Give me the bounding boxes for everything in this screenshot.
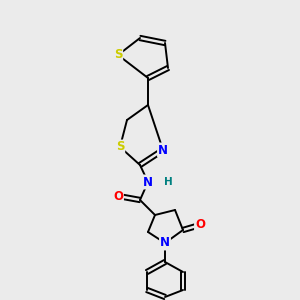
Text: S: S xyxy=(116,140,124,154)
Text: O: O xyxy=(113,190,123,202)
Text: N: N xyxy=(143,176,153,188)
Text: O: O xyxy=(195,218,205,232)
Text: S: S xyxy=(114,49,122,62)
Text: H: H xyxy=(164,177,172,187)
Text: N: N xyxy=(158,143,168,157)
Text: N: N xyxy=(160,236,170,250)
